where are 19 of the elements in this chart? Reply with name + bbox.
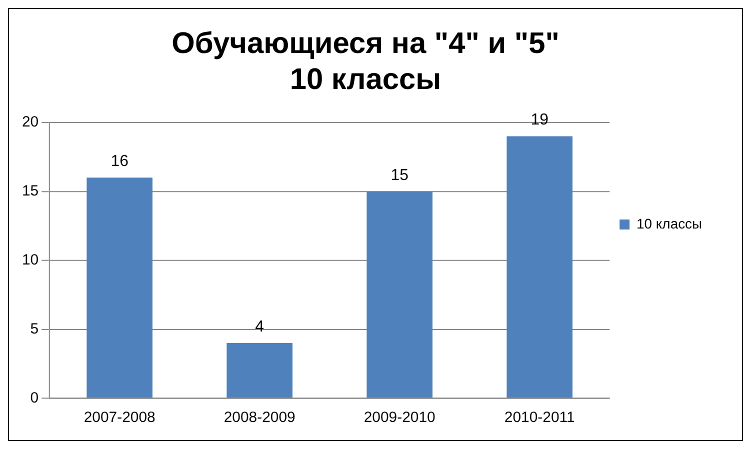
x-tick-label: 2009-2010 [364, 409, 436, 426]
data-label: 16 [110, 153, 129, 170]
data-label: 15 [390, 166, 409, 184]
data-label: 4 [255, 318, 264, 336]
y-tick-label: 10 [22, 251, 39, 268]
y-tick-label: 15 [22, 182, 39, 200]
y-tick-label: 5 [30, 320, 39, 338]
x-tick-label: 2010-2011 [504, 409, 575, 426]
bar [226, 343, 292, 398]
bar [506, 136, 572, 398]
x-tick-label: 2008-2009 [224, 409, 296, 426]
x-tick-label: 2007-2008 [84, 409, 156, 426]
y-tick-label: 20 [22, 114, 39, 131]
bar [86, 178, 152, 398]
legend-label: 10 классы [636, 215, 702, 232]
data-label: 19 [530, 112, 549, 129]
bar [366, 191, 432, 398]
chart-title: Обучающиеся на "4" и "5" 10 классы [172, 27, 560, 96]
y-tick-label: 0 [30, 389, 39, 406]
